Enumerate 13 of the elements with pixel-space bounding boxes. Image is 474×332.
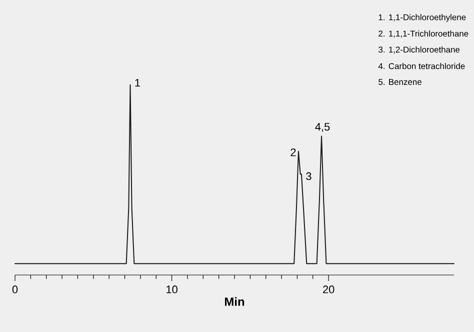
x-tick-label: 20: [323, 286, 334, 294]
annotation: 4,5: [315, 122, 330, 132]
x-tick-label: 10: [166, 286, 178, 294]
annotation: 1: [135, 78, 140, 87]
text: 1. 1,1-Dichloroethylene: [378, 14, 466, 22]
text: 2. 1,1,1-Trichloroethane: [378, 30, 468, 38]
text: 3. 1,2-Dichloroethane: [378, 46, 460, 54]
annotation: 5. Benzene: [378, 79, 422, 85]
text: 4. Carbon tetrachloride: [378, 62, 465, 70]
annotation: 3: [306, 172, 312, 180]
x-tick-label: 0: [12, 286, 18, 294]
annotation: 2: [290, 148, 296, 156]
x-axis-title: Min: [225, 297, 244, 306]
